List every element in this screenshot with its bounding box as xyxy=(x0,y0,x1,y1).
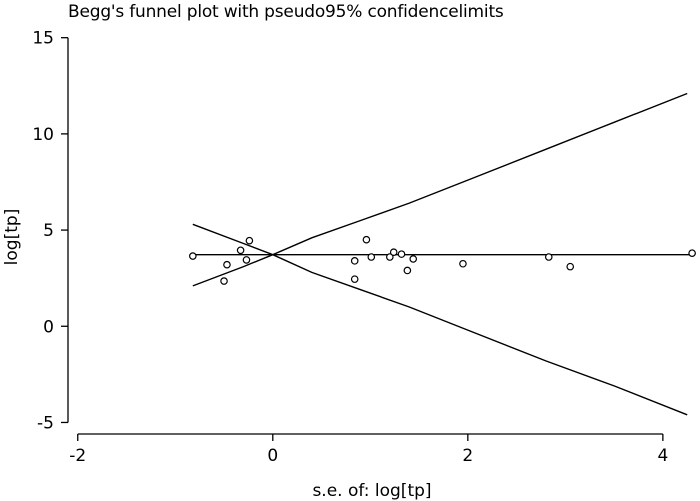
data-point xyxy=(350,275,359,283)
upper-confidence-limit xyxy=(192,92,688,287)
y-tick-label: 10 xyxy=(32,125,54,145)
data-point xyxy=(397,250,406,258)
data-point xyxy=(459,259,467,268)
data-point xyxy=(236,246,245,255)
data-point xyxy=(223,260,231,269)
funnel-lines xyxy=(192,92,693,416)
chart-title: Begg's funnel plot with pseudo95% confid… xyxy=(68,2,504,22)
y-tick-label: -5 xyxy=(37,413,54,433)
x-axis-label: s.e. of: log[tp] xyxy=(312,481,431,501)
y-tick-label: 0 xyxy=(43,317,54,337)
data-point xyxy=(688,249,696,257)
y-axis-label: log[tp] xyxy=(2,209,22,266)
data-point xyxy=(220,277,228,285)
data-point xyxy=(386,253,394,261)
lower-confidence-limit xyxy=(192,223,688,416)
y-tick-label: 5 xyxy=(43,221,54,241)
axes: -5 0 5 10 15 -2 0 2 4 xyxy=(32,29,668,466)
data-point xyxy=(566,262,575,271)
data-point xyxy=(350,257,359,265)
data-point xyxy=(189,252,197,260)
data-point xyxy=(389,248,398,257)
data-point xyxy=(544,253,553,261)
x-tick-label: 0 xyxy=(267,446,278,466)
x-tick-label: -2 xyxy=(69,446,86,466)
x-tick-label: 2 xyxy=(462,446,473,466)
data-point xyxy=(245,236,254,245)
y-tick-label: 15 xyxy=(32,29,54,49)
data-point xyxy=(409,255,418,263)
data-point xyxy=(362,235,371,244)
data-point xyxy=(367,253,376,261)
study-points xyxy=(189,235,696,285)
x-tick-label: 4 xyxy=(657,446,668,466)
data-point xyxy=(242,256,251,264)
data-point xyxy=(403,266,412,275)
